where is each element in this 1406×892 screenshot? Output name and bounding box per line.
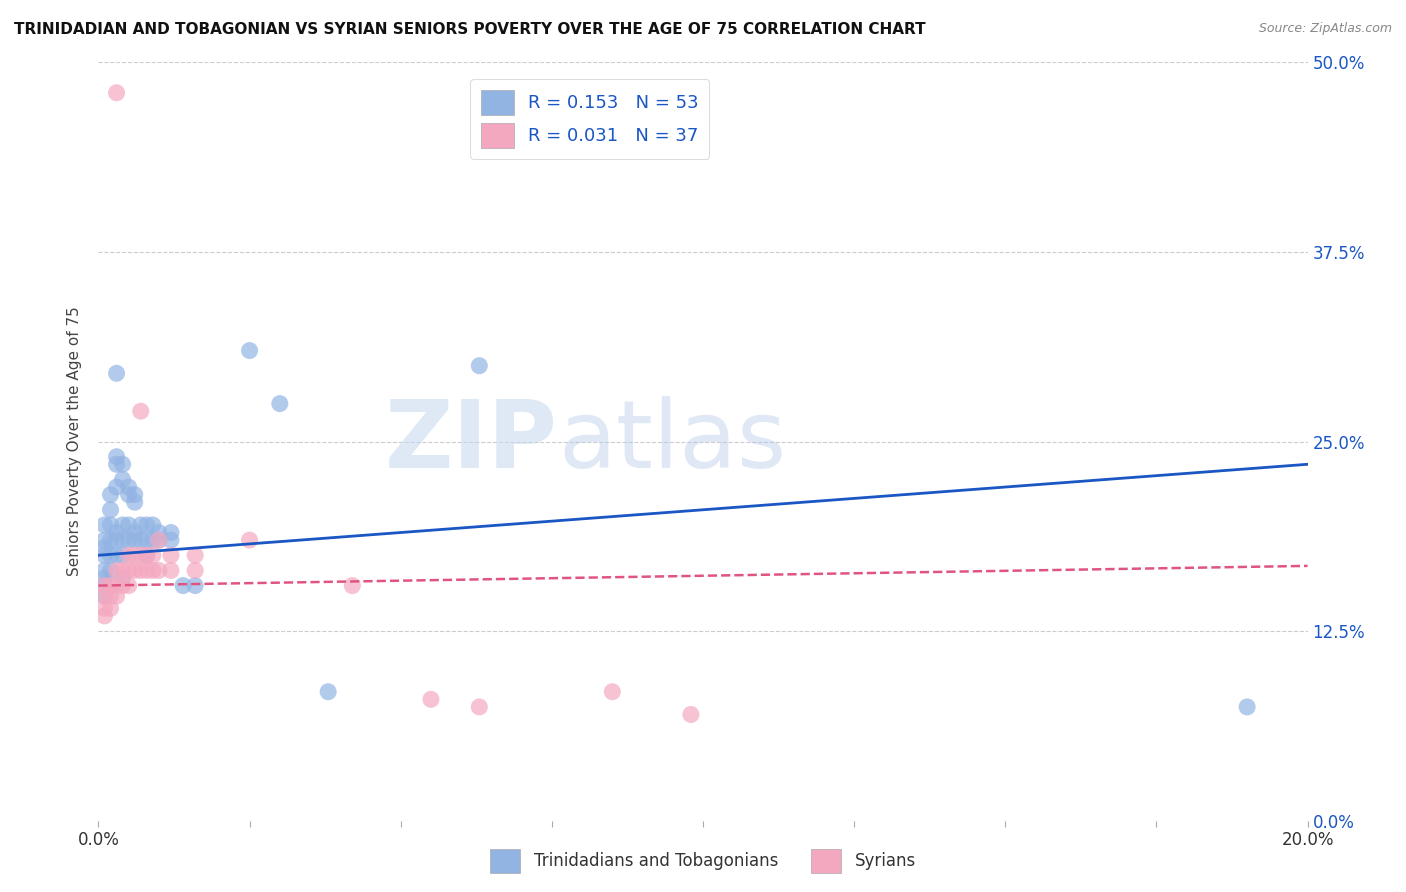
Point — [184, 579, 207, 593]
Point — [111, 571, 134, 585]
Point — [135, 517, 157, 532]
Point — [111, 548, 134, 563]
Point — [118, 579, 141, 593]
Point — [111, 564, 134, 578]
Point — [124, 487, 146, 501]
Point — [93, 579, 115, 593]
Point — [105, 458, 128, 472]
Point — [118, 480, 141, 494]
Point — [118, 533, 141, 548]
Point — [160, 564, 183, 578]
Point — [239, 343, 262, 358]
Point — [129, 564, 152, 578]
Point — [135, 548, 157, 563]
Point — [342, 579, 364, 593]
Text: atlas: atlas — [558, 395, 786, 488]
Point — [93, 533, 115, 548]
Point — [1236, 699, 1258, 714]
Point — [105, 589, 128, 603]
Point — [118, 517, 141, 532]
Point — [105, 480, 128, 494]
Point — [124, 525, 146, 540]
Point — [184, 548, 207, 563]
Point — [100, 579, 122, 593]
Point — [124, 533, 146, 548]
Point — [105, 366, 128, 380]
Point — [160, 533, 183, 548]
Text: TRINIDADIAN AND TOBAGONIAN VS SYRIAN SENIORS POVERTY OVER THE AGE OF 75 CORRELAT: TRINIDADIAN AND TOBAGONIAN VS SYRIAN SEN… — [14, 22, 925, 37]
Point — [420, 692, 443, 706]
Point — [129, 533, 152, 548]
Point — [142, 548, 165, 563]
Point — [105, 579, 128, 593]
Point — [100, 487, 122, 501]
Y-axis label: Seniors Poverty Over the Age of 75: Seniors Poverty Over the Age of 75 — [67, 307, 83, 576]
Point — [93, 517, 115, 532]
Point — [160, 548, 183, 563]
Point — [148, 525, 170, 540]
Point — [100, 589, 122, 603]
Point — [148, 564, 170, 578]
Point — [105, 525, 128, 540]
Point — [124, 564, 146, 578]
Point — [105, 548, 128, 563]
Point — [111, 458, 134, 472]
Point — [105, 564, 128, 578]
Point — [148, 533, 170, 548]
Point — [160, 525, 183, 540]
Point — [111, 473, 134, 487]
Point — [105, 86, 128, 100]
Legend: Trinidadians and Tobagonians, Syrians: Trinidadians and Tobagonians, Syrians — [484, 842, 922, 880]
Text: Source: ZipAtlas.com: Source: ZipAtlas.com — [1258, 22, 1392, 36]
Point — [142, 517, 165, 532]
Point — [468, 699, 491, 714]
Point — [172, 579, 194, 593]
Point — [316, 685, 339, 699]
Point — [105, 533, 128, 548]
Legend: R = 0.153   N = 53, R = 0.031   N = 37: R = 0.153 N = 53, R = 0.031 N = 37 — [470, 79, 710, 159]
Point — [93, 608, 115, 623]
Point — [129, 404, 152, 418]
Point — [100, 548, 122, 563]
Point — [93, 589, 115, 603]
Point — [148, 533, 170, 548]
Point — [118, 487, 141, 501]
Point — [679, 707, 702, 722]
Point — [93, 579, 115, 593]
Text: ZIP: ZIP — [385, 395, 558, 488]
Point — [602, 685, 624, 699]
Point — [468, 359, 491, 373]
Point — [135, 548, 157, 563]
Point — [124, 548, 146, 563]
Point — [93, 541, 115, 555]
Point — [142, 564, 165, 578]
Point — [135, 564, 157, 578]
Point — [118, 564, 141, 578]
Point — [129, 548, 152, 563]
Point — [239, 533, 262, 548]
Point — [100, 533, 122, 548]
Point — [129, 517, 152, 532]
Point — [111, 579, 134, 593]
Point — [142, 533, 165, 548]
Point — [93, 589, 115, 603]
Point — [111, 533, 134, 548]
Point — [93, 601, 115, 615]
Point — [269, 396, 291, 410]
Point — [135, 533, 157, 548]
Point — [100, 601, 122, 615]
Point — [184, 564, 207, 578]
Point — [93, 571, 115, 585]
Point — [124, 495, 146, 509]
Point — [100, 564, 122, 578]
Point — [93, 548, 115, 563]
Point — [100, 503, 122, 517]
Point — [105, 450, 128, 464]
Point — [93, 564, 115, 578]
Point — [100, 517, 122, 532]
Point — [111, 517, 134, 532]
Point — [118, 548, 141, 563]
